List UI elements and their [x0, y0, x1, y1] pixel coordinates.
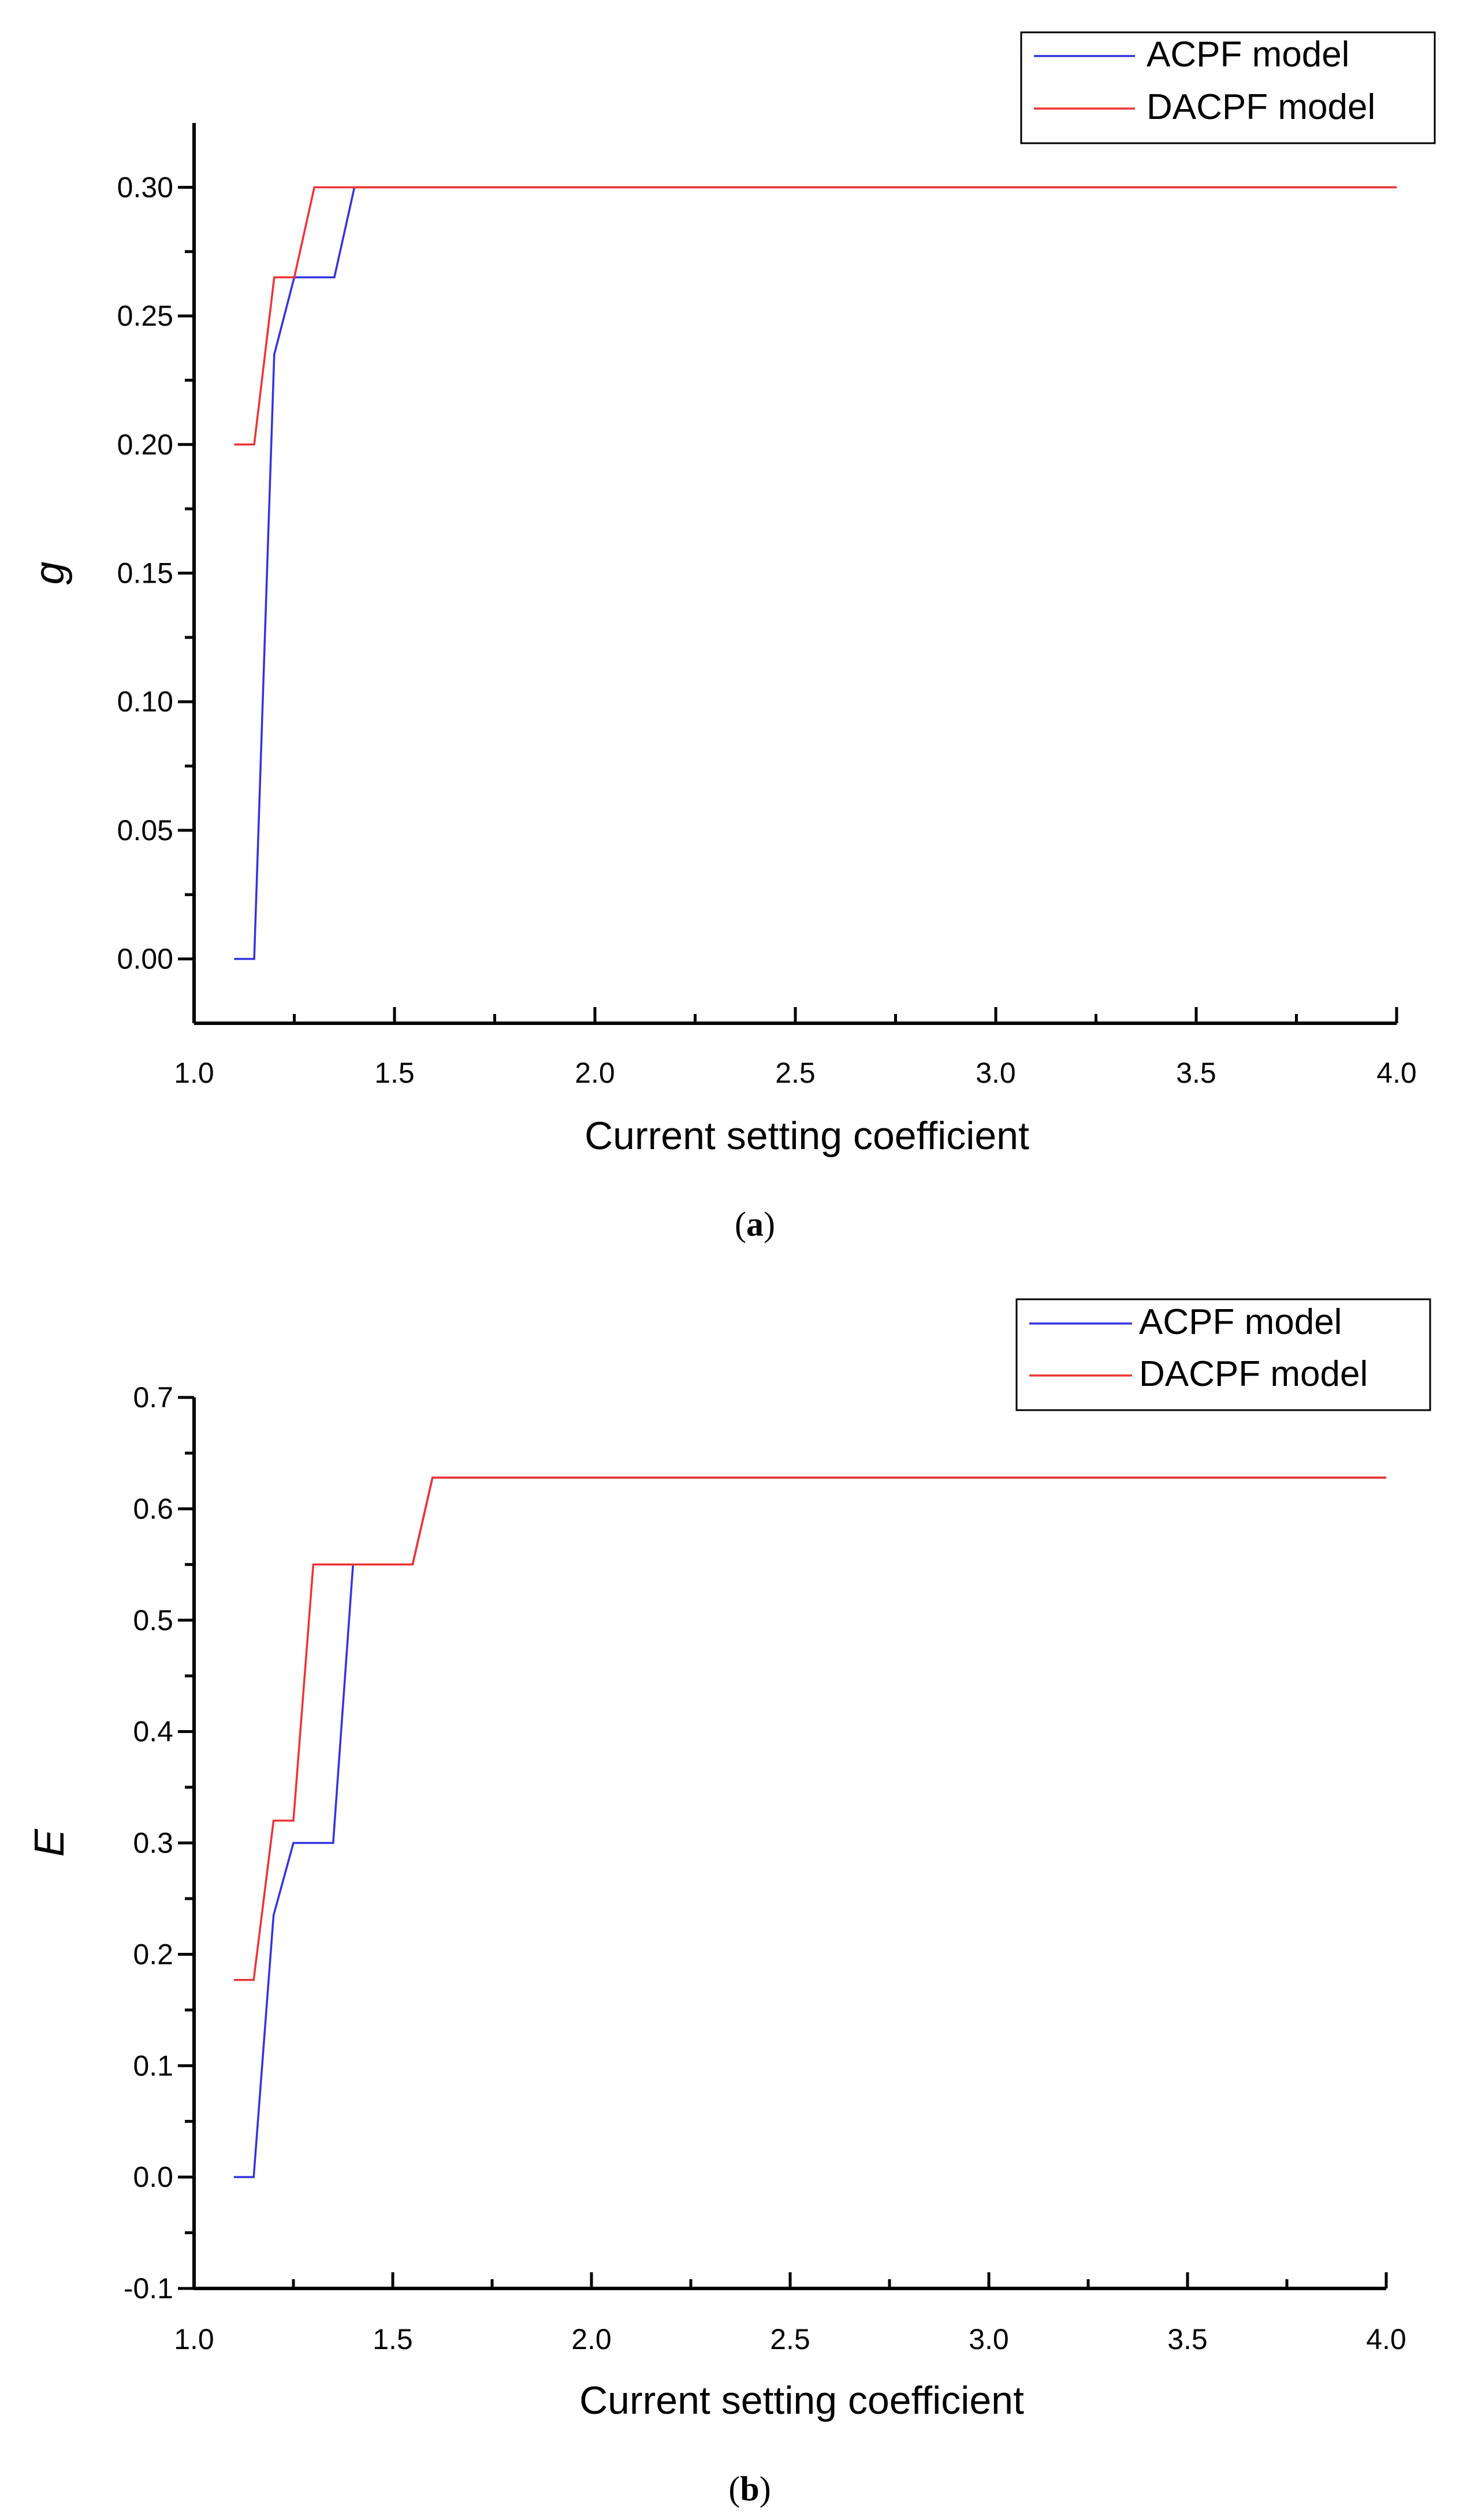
caption-label: b — [740, 2470, 759, 2508]
x-tick-label: 1.5 — [374, 1057, 415, 1089]
legend: ACPF model DACPF model — [1015, 1298, 1431, 1411]
y-tick-label: 0.10 — [117, 685, 173, 718]
y-tick-label: 0.30 — [117, 171, 173, 203]
legend-label: DACPF model — [1139, 1354, 1368, 1394]
chart-panel-a: 1.0 1.5 2.0 2.5 3.0 3.5 4.0 0.00 0.05 0.10 0.15 0.2… — [27, 31, 1436, 1243]
series-line-acpf — [234, 186, 1397, 960]
x-tick-label: 4.0 — [1366, 2323, 1406, 2355]
y-axis-label: E — [27, 1829, 73, 1857]
y-tick-label: 0.15 — [117, 557, 173, 590]
y-tick-label: 0.25 — [117, 300, 173, 332]
x-tick-label: 2.5 — [770, 2323, 810, 2355]
x-tick-label: 2.0 — [575, 1057, 615, 1089]
panel-caption: (b) — [728, 2470, 771, 2508]
y-tick-label: 0.7 — [133, 1381, 173, 1414]
series-line-acpf — [233, 1477, 1386, 2178]
x-tick-label: 2.5 — [775, 1057, 816, 1089]
caption-paren: ) — [764, 1205, 775, 1243]
x-tick-label: 3.5 — [1176, 1057, 1216, 1089]
legend-label: ACPF model — [1147, 35, 1349, 74]
caption-paren: ) — [760, 2470, 771, 2508]
x-tick-label: 3.0 — [969, 2323, 1009, 2355]
x-tick-label: 1.5 — [373, 2323, 413, 2355]
y-tick-label: 0.05 — [117, 814, 173, 847]
x-tick-label: 1.0 — [174, 1057, 214, 1089]
x-tick-label: 2.0 — [571, 2323, 612, 2355]
x-tick-label: 3.0 — [976, 1057, 1016, 1089]
series-line-dacpf — [234, 186, 1397, 446]
legend-label: DACPF model — [1147, 87, 1375, 127]
caption-paren: ( — [728, 2470, 740, 2508]
series-line-dacpf — [233, 1477, 1386, 1981]
y-axis-label: g — [27, 561, 73, 584]
y-tick-label: 0.2 — [133, 1938, 173, 1970]
y-tick-label: 0.20 — [117, 428, 173, 461]
chart-panel-b: 1.0 1.5 2.0 2.5 3.0 3.5 4.0 -0.1 0.0 0.1 0.2 0.3 0.4… — [27, 1298, 1431, 2508]
y-tick-label: -0.1 — [124, 2272, 173, 2305]
x-tick-label: 1.0 — [174, 2323, 214, 2355]
caption-label: a — [746, 1205, 764, 1243]
y-tick-label: 0.1 — [133, 2049, 173, 2082]
panel-caption: (a) — [735, 1205, 775, 1243]
x-axis-label: Current setting coefficient — [579, 2379, 1024, 2422]
x-tick-label: 4.0 — [1376, 1057, 1417, 1089]
legend-label: ACPF model — [1139, 1302, 1342, 1342]
x-tick-label: 3.5 — [1167, 2323, 1208, 2355]
y-tick-label: 0.3 — [133, 1827, 173, 1859]
legend-box — [1020, 31, 1436, 144]
y-tick-label: 0.4 — [133, 1716, 173, 1748]
legend: ACPF model DACPF model — [1020, 31, 1436, 144]
legend-box — [1015, 1298, 1431, 1411]
y-tick-label: 0.00 — [117, 943, 173, 975]
y-tick-label: 0.5 — [133, 1604, 173, 1636]
y-tick-label: 0.6 — [133, 1493, 173, 1525]
x-axis-label: Current setting coefficient — [585, 1114, 1029, 1158]
y-tick-label: 0.0 — [133, 2161, 173, 2193]
caption-paren: ( — [735, 1205, 746, 1243]
